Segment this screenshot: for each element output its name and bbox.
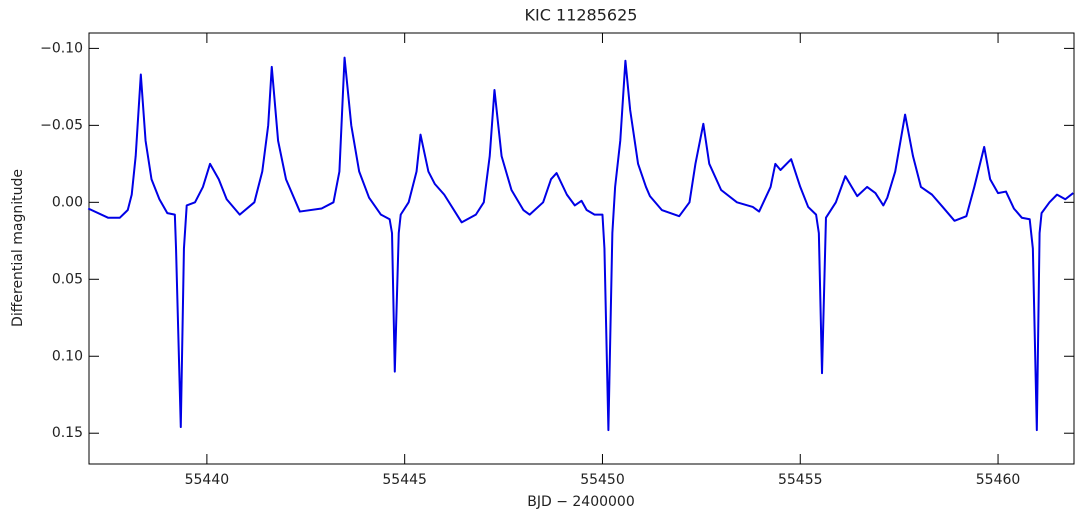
- x-tick-label: 55440: [185, 472, 230, 488]
- y-axis-label: Differential magnitude: [10, 169, 26, 327]
- y-tick-label: 0.10: [52, 348, 83, 364]
- y-tick-label: 0.00: [52, 194, 83, 210]
- y-tick-label: 0.05: [52, 271, 83, 287]
- x-tick-label: 55455: [778, 472, 823, 488]
- x-tick-label: 55460: [976, 472, 1021, 488]
- y-tick-label: 0.15: [52, 425, 83, 441]
- x-tick-label: 55450: [580, 472, 625, 488]
- x-axis-label: BJD − 2400000: [527, 494, 635, 510]
- chart-title: KIC 11285625: [525, 6, 638, 25]
- light-curve: [87, 56, 1074, 432]
- plot-frame: [88, 32, 1075, 465]
- y-tick-label: −0.10: [40, 40, 83, 56]
- y-tick-label: −0.05: [40, 117, 83, 133]
- x-tick-label: 55445: [382, 472, 427, 488]
